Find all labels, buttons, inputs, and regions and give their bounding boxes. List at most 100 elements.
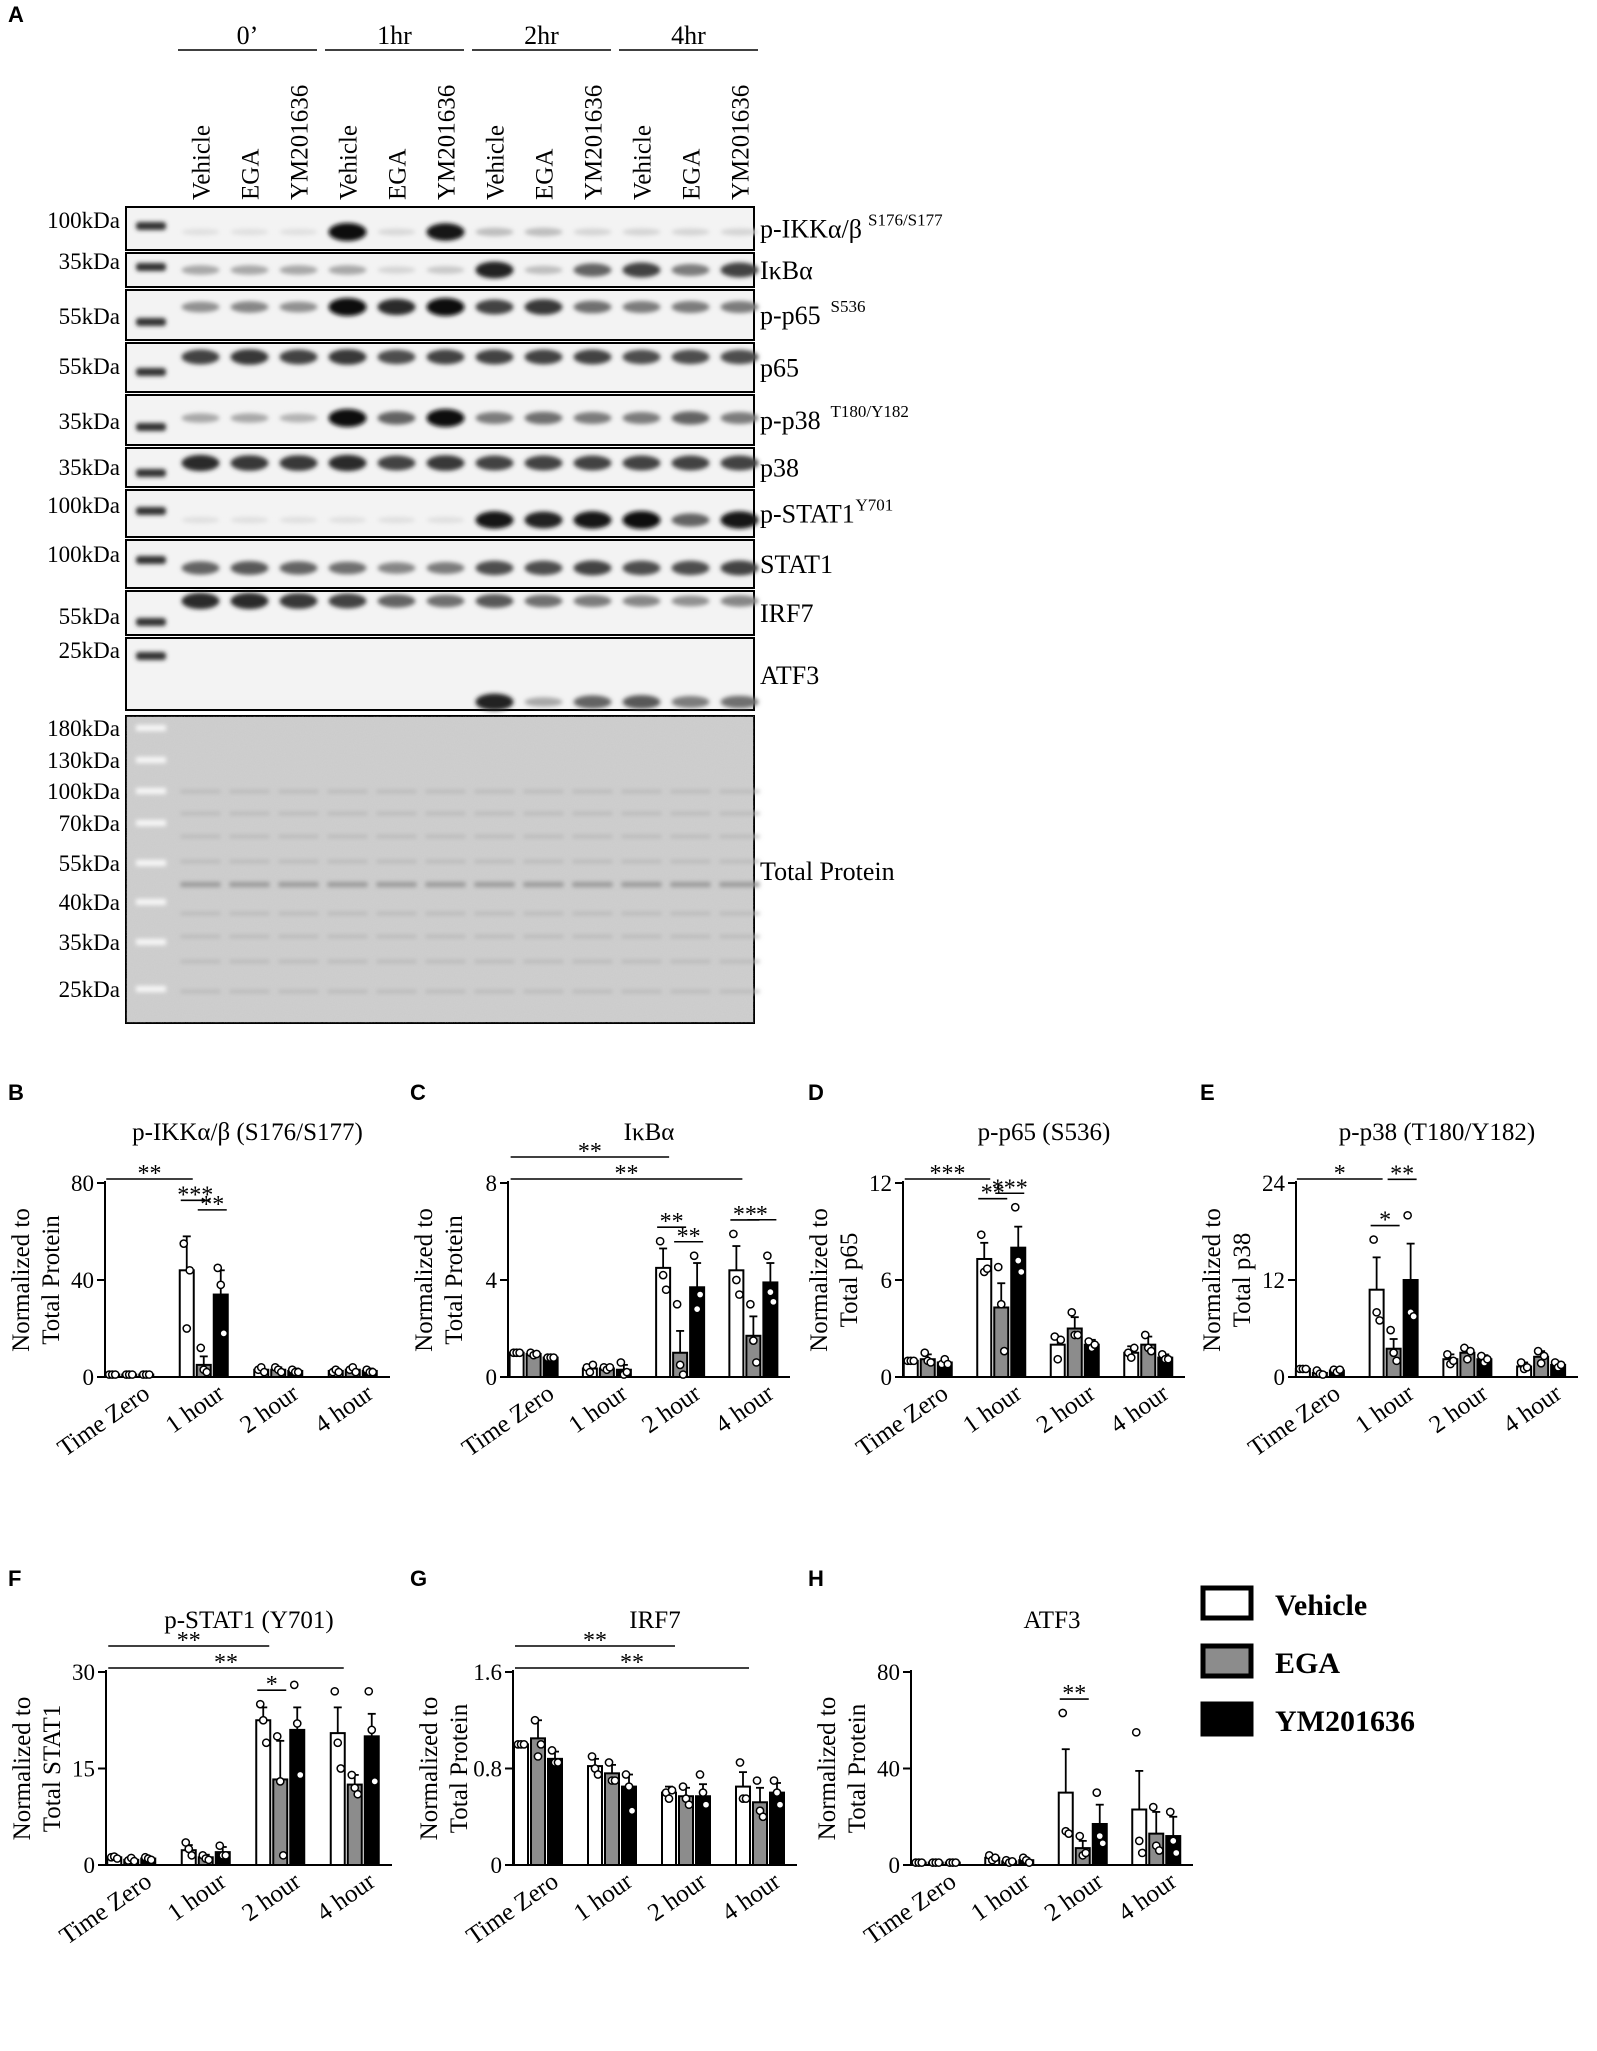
- protein-label: IκBα: [760, 256, 813, 285]
- data-point: [769, 1776, 779, 1785]
- protein-band: [622, 455, 661, 471]
- protein-band: [573, 511, 612, 529]
- chart-title: p-IKKα/β (S176/S177): [132, 1119, 363, 1146]
- data-point: [1539, 1351, 1549, 1361]
- marker-label: 100kDa: [47, 493, 120, 518]
- protein-band: [377, 411, 416, 425]
- data-point: [587, 1752, 597, 1761]
- data-point: [678, 1782, 688, 1791]
- significance-label: **: [620, 1650, 644, 1676]
- data-point: [292, 1719, 302, 1728]
- protein-band: [524, 227, 563, 237]
- stain-band: [327, 912, 368, 915]
- data-point: [1483, 1354, 1492, 1364]
- data-point: [675, 1360, 685, 1370]
- blot-row: 100kDa p-STAT1 Y701: [47, 489, 893, 538]
- data-point: [187, 1851, 197, 1860]
- blot-row: 25kDa ATF3: [59, 637, 819, 711]
- data-point: [735, 1290, 744, 1299]
- lane-label: EGA: [238, 149, 265, 200]
- marker-label: 100kDa: [47, 208, 120, 233]
- protein-band: [622, 228, 661, 236]
- stain-band: [425, 912, 466, 915]
- y-axis-label-line: Normalized to: [814, 1697, 841, 1841]
- stain-band: [572, 860, 613, 863]
- stain-band: [327, 835, 368, 838]
- stain-band: [327, 790, 368, 793]
- bar: [728, 1269, 745, 1379]
- bar: [621, 1785, 637, 1866]
- protein-band: [279, 516, 318, 524]
- protein-band: [573, 228, 612, 236]
- stain-band: [670, 835, 711, 838]
- data-point: [1146, 1346, 1156, 1356]
- data-point: [336, 1764, 346, 1773]
- data-point: [934, 1858, 944, 1867]
- stain-band: [474, 912, 515, 915]
- stain-band: [425, 935, 466, 938]
- ladder-band: [136, 939, 166, 945]
- stain-band: [474, 882, 515, 887]
- protein-band: [720, 412, 759, 424]
- stain-band: [621, 960, 662, 963]
- protein-band: [671, 301, 710, 313]
- protein-band: [671, 513, 710, 527]
- protein-band: [377, 298, 416, 316]
- protein-band: [671, 411, 710, 425]
- stain-band: [229, 912, 270, 915]
- y-tick-label: 30: [72, 1660, 95, 1685]
- data-point: [1403, 1210, 1412, 1220]
- protein-band: [524, 560, 563, 576]
- legend-swatch: [1200, 1585, 1254, 1621]
- timepoint-label: 2hr: [524, 21, 559, 50]
- stain-band: [523, 912, 564, 915]
- lane-label: EGA: [532, 149, 559, 200]
- ladder-band: [136, 986, 166, 992]
- protein-band: [279, 455, 318, 471]
- stain-band: [180, 882, 221, 887]
- data-point: [1137, 1848, 1147, 1858]
- data-point: [1095, 1831, 1105, 1841]
- data-point: [259, 1367, 269, 1377]
- data-point: [1098, 1838, 1108, 1848]
- data-point: [536, 1740, 546, 1749]
- significance-label: **: [583, 1628, 607, 1654]
- panel-letter: F: [8, 1566, 21, 1591]
- data-point: [1392, 1356, 1401, 1366]
- ladder-band: [136, 618, 166, 626]
- protein-band: [377, 349, 416, 365]
- data-point: [746, 1299, 755, 1309]
- protein-band: [426, 266, 465, 274]
- ladder-band: [136, 899, 166, 905]
- data-point: [1536, 1358, 1546, 1368]
- data-point: [678, 1370, 688, 1379]
- bar: [178, 1269, 195, 1379]
- protein-band: [279, 265, 318, 275]
- stain-band: [376, 990, 417, 993]
- protein-band: [230, 455, 269, 471]
- data-point: [1134, 1836, 1144, 1846]
- stain-band: [376, 860, 417, 863]
- data-point: [610, 1776, 620, 1785]
- protein-band: [475, 261, 514, 279]
- data-point: [616, 1358, 626, 1367]
- ladder-band: [136, 788, 166, 794]
- stain-band: [621, 835, 662, 838]
- data-point: [334, 1367, 344, 1377]
- protein-band: [622, 301, 661, 313]
- data-point: [110, 1370, 120, 1379]
- data-point: [1016, 1267, 1026, 1277]
- panel-letter: H: [808, 1566, 824, 1591]
- stain-band: [523, 882, 564, 887]
- stain-band: [425, 860, 466, 863]
- stain-band: [474, 860, 515, 863]
- significance-label: *: [1379, 1208, 1391, 1234]
- x-tick-label: 1 hour: [1351, 1379, 1420, 1439]
- lane-label: YM201636: [581, 85, 608, 200]
- stain-band: [376, 882, 417, 887]
- y-axis-label-line: Normalized to: [416, 1697, 443, 1841]
- stain-band: [719, 882, 760, 887]
- protein-band: [279, 349, 318, 365]
- protein-band: [671, 228, 710, 236]
- y-axis-label-line: Total Protein: [844, 1703, 871, 1833]
